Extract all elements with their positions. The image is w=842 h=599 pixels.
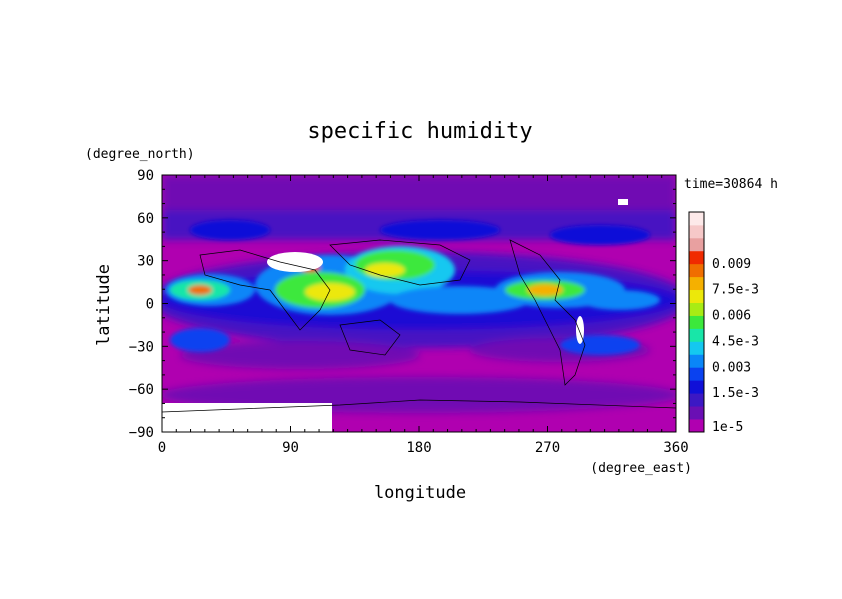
colorbar-swatch bbox=[689, 276, 704, 291]
x-tick-label: 180 bbox=[406, 440, 431, 456]
x-tick-label: 90 bbox=[282, 440, 299, 456]
colorbar-swatch bbox=[689, 263, 704, 278]
colorbar-label: 0.003 bbox=[712, 360, 751, 375]
y-tick-label: −60 bbox=[129, 382, 154, 398]
x-axis-label: longitude bbox=[374, 483, 466, 503]
x-tick-label: 0 bbox=[158, 440, 166, 456]
colorbar-swatch bbox=[689, 341, 704, 355]
colorbar-swatch bbox=[689, 328, 704, 342]
colorbar-swatch bbox=[689, 393, 704, 407]
x-unit-label: (degree_east) bbox=[590, 461, 692, 476]
colorbar-label: 1e-5 bbox=[712, 420, 743, 435]
y-unit-label: (degree_north) bbox=[85, 147, 195, 162]
colorbar-label: 7.5e-3 bbox=[712, 283, 759, 298]
y-tick-label: 30 bbox=[137, 254, 154, 270]
x-tick-label: 360 bbox=[663, 440, 688, 456]
colorbar-label: 4.5e-3 bbox=[712, 334, 759, 349]
colorbar-label: 1.5e-3 bbox=[712, 386, 759, 401]
colorbar-swatch bbox=[689, 315, 704, 329]
y-tick-label: −90 bbox=[129, 425, 154, 441]
colorbar-swatch bbox=[689, 406, 704, 420]
y-axis-label: latitude bbox=[94, 264, 114, 346]
colorbar-swatch bbox=[689, 302, 704, 316]
colorbar-swatch bbox=[689, 212, 704, 226]
chart-title: specific humidity bbox=[307, 119, 532, 144]
time-label: time=30864 h bbox=[684, 177, 778, 192]
colorbar-swatch bbox=[689, 289, 704, 303]
colorbar: 1e-5 1.5e-3 0.003 4.5e-3 0.006 7.5e-3 0.009 bbox=[688, 211, 759, 435]
colorbar-swatch bbox=[689, 224, 704, 239]
colorbar-label: 0.006 bbox=[712, 309, 751, 324]
y-tick-label: 90 bbox=[137, 168, 154, 184]
colorbar-swatch bbox=[689, 237, 704, 252]
colorbar-swatch bbox=[689, 367, 704, 381]
colorbar-label: 0.009 bbox=[712, 257, 751, 272]
colorbar-swatch bbox=[689, 380, 704, 394]
y-tick-label: 60 bbox=[137, 211, 154, 227]
axes: 0 90 180 270 360 −90 −60 −30 0 30 60 90 bbox=[129, 168, 689, 456]
y-tick-label: 0 bbox=[146, 297, 154, 313]
colorbar-swatch bbox=[689, 250, 704, 265]
x-tick-label: 270 bbox=[535, 440, 560, 456]
heatmap-field bbox=[162, 175, 676, 432]
colorbar-swatch bbox=[689, 354, 704, 368]
y-tick-label: −30 bbox=[129, 339, 154, 355]
colorbar-swatch bbox=[689, 419, 704, 433]
colorbar-frame bbox=[688, 211, 705, 433]
